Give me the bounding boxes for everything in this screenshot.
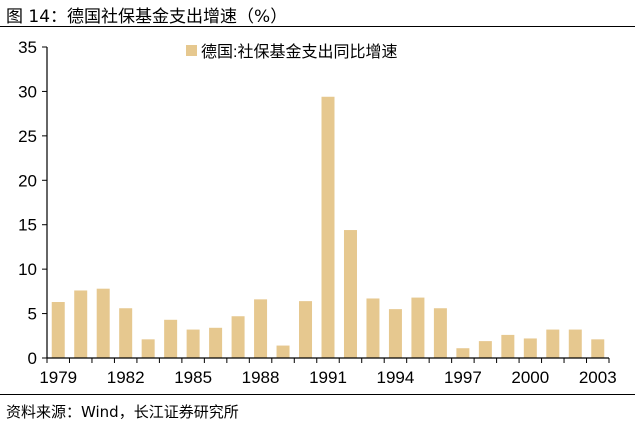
legend-label: 德国:社保基金支出同比增速: [201, 43, 397, 61]
bar-2001: [546, 329, 560, 358]
bar-1996: [433, 308, 447, 358]
y-tick-label-5: 5: [28, 305, 37, 324]
x-tick-label-1991: 1991: [309, 368, 347, 387]
x-tick-label-1988: 1988: [242, 368, 280, 387]
bar-1979: [51, 302, 65, 358]
figure-title: 图 14：德国社保基金支出增速（%）: [6, 7, 288, 27]
bottom-rule: [0, 394, 635, 395]
x-tick-label-2003: 2003: [579, 368, 617, 387]
x-tick-label-1982: 1982: [107, 368, 145, 387]
x-tick-label-1994: 1994: [377, 368, 415, 387]
bar-1985: [186, 329, 200, 358]
bar-chart: 0 5 10 15 20 25 30 35 1979 1982 1985 1988 1991 1994 19…: [18, 38, 617, 387]
y-tick-label-30: 30: [18, 82, 37, 101]
bar-1980: [74, 290, 88, 358]
bar-1982: [119, 308, 133, 358]
bar-1987: [231, 316, 245, 358]
bar-2000: [523, 338, 537, 358]
bar-1997: [456, 348, 470, 358]
x-tick-label-1979: 1979: [39, 368, 77, 387]
legend-swatch: [186, 45, 197, 56]
bar-1989: [276, 345, 290, 358]
bar-1998: [478, 341, 492, 358]
bar-1981: [96, 288, 110, 358]
bar-1988: [254, 299, 268, 358]
bar-1991: [321, 96, 335, 358]
bar-2003: [591, 339, 605, 358]
y-tick-label-15: 15: [18, 216, 37, 235]
bar-1993: [366, 298, 380, 358]
y-tick-label-35: 35: [18, 38, 37, 57]
bar-1983: [141, 339, 155, 358]
x-tick-label-2000: 2000: [511, 368, 549, 387]
bar-1999: [501, 334, 515, 358]
bar-1992: [343, 230, 357, 358]
x-tick-label-1985: 1985: [174, 368, 212, 387]
bar-1995: [411, 297, 425, 358]
bar-1990: [299, 301, 313, 358]
y-tick-label-25: 25: [18, 127, 37, 146]
top-rule: [0, 26, 635, 27]
y-tick-label-20: 20: [18, 171, 37, 190]
bar-1984: [164, 319, 178, 358]
source-note: 资料来源：Wind，长江证券研究所: [6, 403, 239, 421]
y-tick-label-0: 0: [28, 349, 37, 368]
y-tick-label-10: 10: [18, 260, 37, 279]
bar-2002: [568, 329, 582, 358]
bar-1994: [388, 309, 402, 358]
x-tick-label-1997: 1997: [444, 368, 482, 387]
bar-1986: [209, 327, 223, 358]
